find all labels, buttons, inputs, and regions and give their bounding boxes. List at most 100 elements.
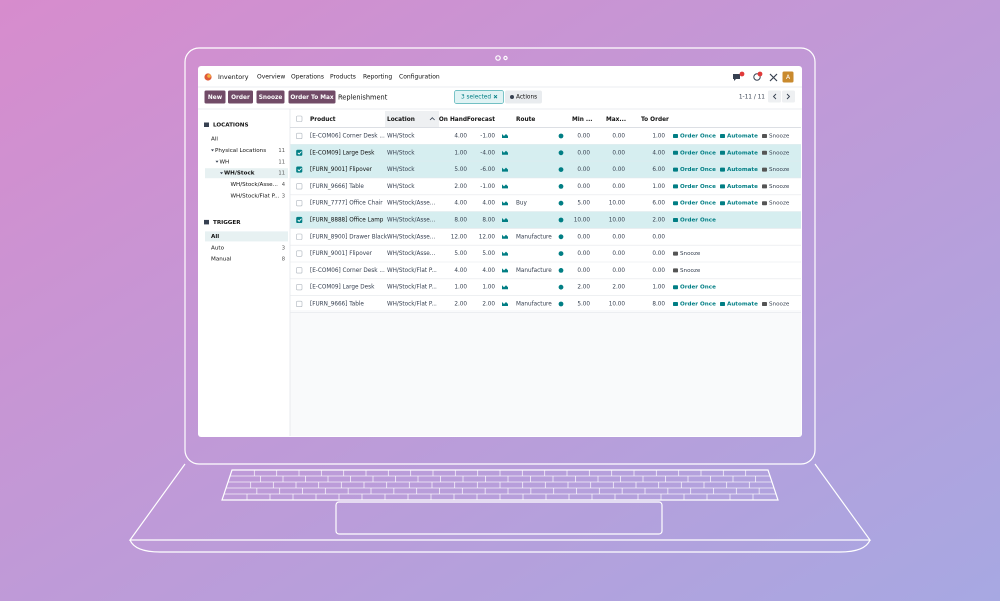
info-icon[interactable]	[558, 133, 564, 139]
button[interactable]	[256, 90, 285, 104]
info-icon[interactable]	[558, 284, 564, 290]
filter-item[interactable]: WH/Stock/Flat P...	[231, 194, 280, 200]
select-all-checkbox[interactable]	[296, 115, 303, 122]
column-header[interactable]: On Hand	[439, 117, 467, 123]
row-action[interactable]: Order Once	[680, 150, 716, 156]
row-action[interactable]: Snooze	[769, 184, 790, 190]
row-action[interactable]: Order Once	[680, 302, 716, 308]
chat-icon[interactable]	[733, 74, 740, 81]
column-header[interactable]: Route	[516, 117, 535, 123]
row-action[interactable]: Automate	[727, 302, 758, 308]
forecast-graph-icon[interactable]	[502, 302, 508, 306]
cell-to-order: 1.00	[652, 285, 665, 291]
row-action[interactable]: Order Once	[680, 184, 716, 190]
pager-next[interactable]	[782, 90, 795, 103]
menu-item[interactable]: Operations	[291, 74, 324, 81]
column-header[interactable]: Product	[310, 117, 336, 123]
forecast-graph-icon[interactable]	[502, 268, 508, 273]
action-icon	[673, 285, 678, 290]
row-action[interactable]: Order Once	[680, 201, 716, 207]
row-action[interactable]: Snooze	[680, 268, 701, 274]
forecast-graph-icon[interactable]	[502, 150, 508, 155]
row-action[interactable]: Snooze	[680, 251, 701, 257]
info-icon[interactable]	[558, 234, 564, 240]
button[interactable]	[204, 90, 226, 104]
forecast-graph-icon[interactable]	[502, 167, 508, 172]
row-checkbox[interactable]	[296, 284, 303, 291]
forecast-graph-icon[interactable]	[502, 234, 508, 239]
filter-item[interactable]: All	[211, 137, 218, 143]
row-checkbox[interactable]	[296, 200, 303, 207]
row-selected[interactable]	[290, 144, 802, 162]
column-header[interactable]: Forecast	[467, 117, 495, 123]
row-action[interactable]: Order Once	[680, 218, 716, 224]
menu-item[interactable]: Products	[330, 74, 356, 81]
tools-icon[interactable]	[769, 73, 778, 82]
row-action[interactable]: Snooze	[769, 167, 790, 173]
info-icon[interactable]	[558, 200, 564, 206]
info-icon[interactable]	[558, 150, 564, 156]
row-action[interactable]: Order Once	[680, 134, 716, 140]
info-icon[interactable]	[558, 268, 564, 273]
menu-item[interactable]: Configuration	[399, 74, 440, 81]
menu-item[interactable]: Reporting	[363, 74, 392, 81]
row-selected[interactable]	[290, 211, 802, 229]
filter-item[interactable]: All	[211, 234, 219, 240]
column-header[interactable]: Min ...	[572, 117, 593, 123]
row-action[interactable]: Snooze	[769, 150, 790, 156]
filter-item[interactable]: WH/Stock/Asse...	[231, 182, 279, 188]
button[interactable]	[228, 90, 253, 104]
row-selected[interactable]	[290, 161, 802, 178]
row-action[interactable]: Snooze	[769, 302, 790, 308]
row-action[interactable]: Order Once	[680, 167, 716, 173]
app-name[interactable]: Inventory	[218, 73, 249, 81]
filter-count: 11	[278, 159, 285, 165]
filter-item[interactable]: Manual	[211, 257, 232, 263]
selection-box[interactable]	[454, 90, 504, 104]
row-checkbox[interactable]	[296, 183, 303, 190]
menu-item[interactable]: Overview	[257, 74, 285, 81]
row-action[interactable]: Order Once	[680, 285, 716, 291]
action-icon	[762, 134, 767, 138]
filter-item[interactable]: WH/Stock	[224, 171, 255, 177]
column-header[interactable]: Max...	[606, 117, 626, 123]
row-action[interactable]: Automate	[727, 150, 758, 156]
info-icon[interactable]	[558, 217, 564, 223]
column-header[interactable]: Location	[387, 117, 415, 123]
activity-icon[interactable]	[753, 73, 761, 81]
forecast-graph-icon[interactable]	[502, 285, 508, 290]
filter-item[interactable]: Auto	[211, 245, 225, 251]
column-header[interactable]: To Order	[641, 117, 669, 123]
row-checkbox[interactable]	[296, 216, 303, 223]
pager-prev[interactable]	[768, 90, 781, 103]
row-checkbox[interactable]	[296, 233, 303, 240]
row-action[interactable]: Snooze	[769, 134, 790, 140]
row-action[interactable]: Automate	[727, 134, 758, 140]
tree-caret	[220, 172, 223, 175]
filter-item[interactable]: WH	[220, 159, 230, 165]
row-checkbox[interactable]	[296, 250, 303, 257]
forecast-graph-icon[interactable]	[502, 251, 508, 256]
row-checkbox[interactable]	[296, 166, 303, 173]
info-icon[interactable]	[558, 184, 564, 189]
info-icon[interactable]	[558, 251, 564, 256]
row-checkbox[interactable]	[296, 149, 303, 156]
info-icon[interactable]	[558, 301, 564, 307]
row-checkbox[interactable]	[296, 132, 303, 139]
button[interactable]	[288, 90, 336, 104]
row-action[interactable]: Snooze	[769, 201, 790, 207]
row-checkbox[interactable]	[296, 300, 303, 308]
row-checkbox[interactable]	[296, 267, 303, 274]
clear-selection[interactable]	[493, 94, 498, 99]
filter-item[interactable]: Physical Locations	[215, 148, 266, 154]
row-action[interactable]: Automate	[727, 201, 758, 207]
avatar[interactable]	[782, 71, 794, 83]
forecast-graph-icon[interactable]	[502, 201, 508, 206]
actions-button[interactable]	[505, 90, 542, 104]
forecast-graph-icon[interactable]	[502, 218, 508, 222]
row-action[interactable]: Automate	[727, 184, 758, 190]
row-action[interactable]: Automate	[727, 167, 758, 173]
info-icon[interactable]	[558, 167, 564, 173]
forecast-graph-icon[interactable]	[502, 134, 508, 138]
forecast-graph-icon[interactable]	[502, 184, 508, 189]
